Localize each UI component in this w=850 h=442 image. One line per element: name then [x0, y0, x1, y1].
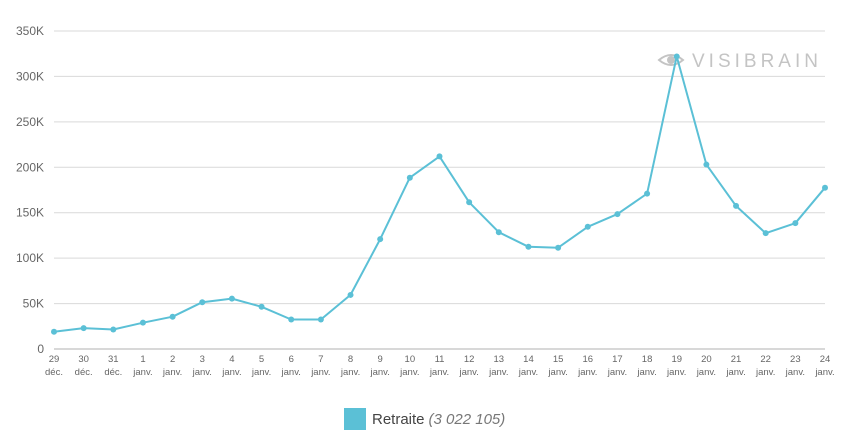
data-point[interactable] — [644, 190, 651, 197]
data-point[interactable] — [80, 325, 87, 332]
x-tick-label: 10 janv. — [399, 354, 419, 378]
x-tick-label: 18 janv. — [636, 354, 656, 378]
data-point[interactable] — [199, 299, 206, 306]
data-point[interactable] — [406, 174, 413, 181]
x-tick-label: 8 janv. — [340, 354, 360, 378]
x-tick-label: 17 janv. — [607, 354, 627, 378]
line-chart: 0 50K 100K 150K 200K 250K 300K 350K 29 déc. 30 déc… — [16, 24, 835, 378]
y-tick-label: 0 — [37, 342, 44, 356]
data-point[interactable] — [792, 220, 799, 227]
data-point[interactable] — [495, 229, 502, 236]
y-tick-label: 250K — [16, 115, 44, 129]
data-point[interactable] — [733, 202, 740, 209]
legend-swatch[interactable] — [344, 408, 366, 430]
x-tick-label: 21 janv. — [725, 354, 745, 378]
y-tick-label: 200K — [16, 160, 44, 174]
data-point[interactable] — [525, 243, 532, 250]
y-tick-label: 300K — [16, 69, 44, 83]
x-tick-label: 29 déc. — [45, 354, 63, 378]
x-tick-label: 24 janv. — [814, 354, 834, 378]
y-tick-label: 100K — [16, 251, 44, 265]
x-tick-label: 11 janv. — [429, 354, 449, 378]
data-point[interactable] — [347, 291, 354, 298]
y-tick-label: 150K — [16, 206, 44, 220]
data-point[interactable] — [110, 326, 117, 333]
visibrain-watermark: VISIBRAIN — [657, 51, 822, 72]
x-tick-label: 14 janv. — [518, 354, 538, 378]
series-line — [53, 55, 826, 333]
eye-icon — [657, 54, 685, 66]
x-tick-label: 4 janv. — [221, 354, 241, 378]
x-tick-label: 9 janv. — [370, 354, 390, 378]
data-point[interactable] — [822, 184, 828, 191]
y-tick-label: 50K — [23, 297, 44, 311]
data-point[interactable] — [169, 313, 176, 320]
x-tick-label: 13 janv. — [488, 354, 508, 378]
data-point[interactable] — [377, 236, 384, 243]
x-tick-label: 23 janv. — [785, 354, 805, 378]
data-point[interactable] — [317, 316, 324, 323]
y-tick-label: 350K — [16, 24, 44, 38]
x-tick-label: 22 janv. — [755, 354, 775, 378]
data-point[interactable] — [228, 295, 235, 302]
series-retraite — [51, 53, 828, 335]
x-tick-label: 12 janv. — [458, 354, 478, 378]
x-tick-label: 19 janv. — [666, 354, 686, 378]
x-tick-label: 1 janv. — [132, 354, 152, 378]
x-tick-label: 7 janv. — [310, 354, 330, 378]
legend-series-name[interactable]: Retraite — [372, 410, 425, 428]
data-point[interactable] — [139, 319, 146, 326]
x-axis-tick-labels: 29 déc. 30 déc. 31 déc. 1 janv. 2 janv. 3 janv. 4 jan… — [45, 354, 835, 378]
data-point[interactable] — [584, 223, 591, 230]
x-tick-label: 5 janv. — [251, 354, 271, 378]
gridlines — [54, 30, 825, 350]
data-point[interactable] — [673, 53, 680, 60]
x-tick-label: 2 janv. — [162, 354, 182, 378]
x-tick-label: 15 janv. — [547, 354, 567, 378]
data-point[interactable] — [258, 303, 265, 310]
x-tick-label: 20 janv. — [696, 354, 716, 378]
legend-series-total[interactable]: (3 022 105) — [428, 410, 506, 428]
data-point[interactable] — [436, 153, 443, 160]
watermark-text: VISIBRAIN — [692, 51, 822, 72]
data-point[interactable] — [614, 211, 621, 218]
data-point[interactable] — [703, 161, 710, 168]
legend[interactable]: Retraite (3 022 105) — [344, 406, 505, 432]
data-point[interactable] — [762, 230, 769, 237]
x-tick-label: 3 janv. — [192, 354, 212, 378]
x-tick-label: 6 janv. — [281, 354, 301, 378]
data-point[interactable] — [288, 316, 295, 323]
data-point[interactable] — [466, 199, 473, 206]
x-tick-label: 30 déc. — [75, 354, 93, 378]
data-point[interactable] — [51, 328, 57, 335]
x-tick-label: 16 janv. — [577, 354, 597, 378]
x-tick-label: 31 déc. — [104, 354, 122, 378]
y-axis-tick-labels: 0 50K 100K 150K 200K 250K 300K 350K — [16, 24, 44, 356]
data-point[interactable] — [555, 244, 562, 251]
